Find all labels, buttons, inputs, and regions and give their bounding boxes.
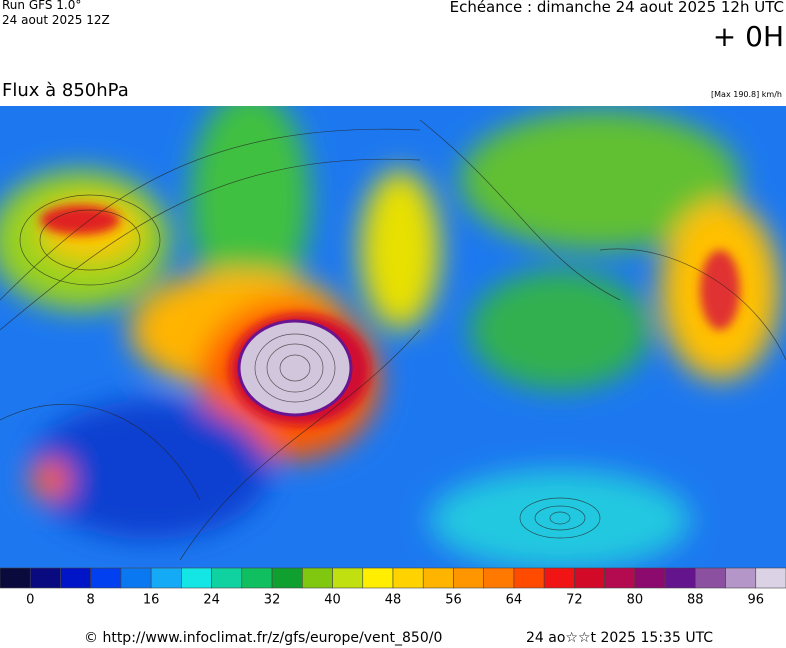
colorbar-tick-label: 88 [687, 593, 704, 608]
color-swatch [574, 567, 605, 589]
color-swatch [241, 567, 273, 589]
colorbar-tick-label: 40 [324, 593, 341, 608]
color-swatch [29, 567, 61, 589]
color-swatch [422, 567, 454, 589]
colorbar-tick-label: 0 [26, 593, 34, 608]
color-swatch [453, 567, 484, 589]
color-swatch [0, 567, 31, 589]
color-swatch [755, 567, 786, 589]
valid-time: Echéance : dimanche 24 aout 2025 12h UTC [449, 0, 784, 16]
colorbar-tick-label: 16 [143, 593, 160, 608]
color-swatch [120, 567, 152, 589]
color-swatch [302, 567, 333, 589]
color-swatch [90, 567, 122, 589]
colorbar-tick-label: 8 [87, 593, 95, 608]
color-swatch [181, 567, 212, 589]
colorbar-tick-label: 64 [506, 593, 523, 608]
color-swatch [271, 567, 303, 589]
wind-field [0, 106, 786, 568]
color-swatch [513, 567, 545, 589]
color-swatch [211, 567, 243, 589]
color-swatch [483, 567, 515, 589]
color-swatch [634, 567, 666, 589]
color-swatch [332, 567, 364, 589]
color-swatch [543, 567, 575, 589]
color-swatch [725, 567, 757, 589]
color-swatch [362, 567, 394, 589]
run-label: Run GFS 1.0° [2, 0, 82, 12]
color-swatch [392, 567, 424, 589]
colorbar-tick-label: 72 [566, 593, 583, 608]
color-swatch [695, 567, 726, 589]
lead-time: + 0H [712, 20, 784, 53]
generated-time: 24 ao☆☆t 2025 15:35 UTC [526, 630, 714, 646]
map-title: Flux à 850hPa [2, 80, 129, 101]
colorbar-tick-label: 48 [385, 593, 402, 608]
color-swatch [60, 567, 91, 589]
source-link: © http://www.infoclimat.fr/z/gfs/europe/… [84, 630, 443, 646]
color-swatch [150, 567, 182, 589]
colorbar: 0 8 16 24 32 40 48 56 64 72 80 88 96 [0, 567, 786, 608]
colorbar-tick-label: 96 [747, 593, 764, 608]
max-label: [Max 190.8] km/h [711, 90, 782, 99]
colorbar-tick-label: 24 [203, 593, 220, 608]
colorbar-tick-label: 56 [445, 593, 462, 608]
color-swatch [604, 567, 636, 589]
colorbar-tick-label: 80 [627, 593, 644, 608]
colorbar-tick-label: 32 [264, 593, 281, 608]
color-swatch [664, 567, 696, 589]
run-date: 24 aout 2025 12Z [2, 13, 110, 27]
